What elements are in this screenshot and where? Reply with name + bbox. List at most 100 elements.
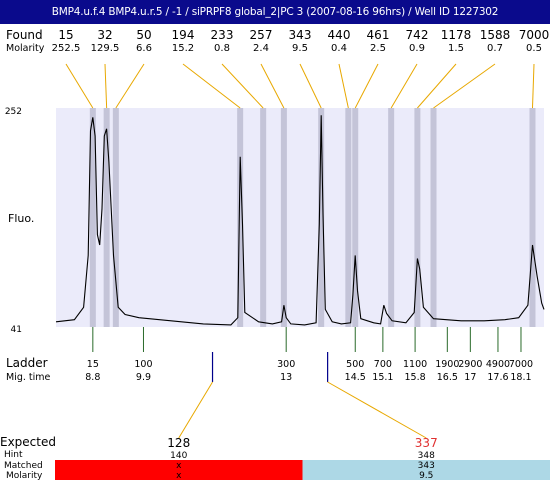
found-size: 1178 xyxy=(441,28,472,42)
peak-band xyxy=(529,108,536,327)
peak-band xyxy=(260,108,267,327)
peak-band xyxy=(414,108,421,327)
found-connector xyxy=(417,63,457,109)
ladder-time: 13 xyxy=(280,372,292,383)
found-size: 343 xyxy=(289,28,312,42)
expected-bar xyxy=(302,460,550,480)
peak-band xyxy=(237,108,244,327)
found-connector xyxy=(299,63,322,109)
ladder-time: 16.5 xyxy=(437,372,458,383)
expected-matched: 343 xyxy=(418,461,435,471)
found-molarity: 15.2 xyxy=(172,43,194,54)
ladder-size: 1100 xyxy=(403,359,427,370)
ladder-time: 15.8 xyxy=(405,372,426,383)
found-molarity: 252.5 xyxy=(52,43,81,54)
molarity-row-label: Molarity xyxy=(6,471,43,480)
found-size: 194 xyxy=(172,28,195,42)
found-connector xyxy=(65,63,94,109)
peak-band xyxy=(112,108,119,327)
ladder-size: 500 xyxy=(346,359,364,370)
found-size: 257 xyxy=(250,28,273,42)
expected-size: 128 xyxy=(167,436,190,450)
found-size: 440 xyxy=(328,28,351,42)
expected-molarity: x xyxy=(176,471,182,480)
expected-label: Expected xyxy=(0,435,56,449)
found-connector xyxy=(182,63,241,109)
found-molarity: 0.9 xyxy=(409,43,425,54)
found-size: 233 xyxy=(211,28,234,42)
ladder-time: 15.1 xyxy=(372,372,393,383)
expected-hint: 140 xyxy=(170,451,187,461)
y-axis-label: Fluo. xyxy=(8,212,34,225)
found-connector xyxy=(115,63,145,109)
window-title: BMP4.u.f.4 BMP4.u.r.5 / -1 / siPRPF8 glo… xyxy=(0,0,550,24)
found-molarity: 0.4 xyxy=(331,43,347,54)
peak-band xyxy=(388,108,395,327)
found-molarity: 129.5 xyxy=(91,43,120,54)
peak-band xyxy=(103,108,110,327)
found-connector xyxy=(104,63,108,109)
ladder-time: 8.8 xyxy=(85,372,100,383)
ladder-size: 4900 xyxy=(486,359,510,370)
expected-size: 337 xyxy=(415,436,438,450)
found-connector xyxy=(433,63,496,109)
ladder-size: 1900 xyxy=(435,359,459,370)
found-molarity: 0.5 xyxy=(526,43,542,54)
fluorescence-trace xyxy=(55,115,545,326)
found-size: 50 xyxy=(136,28,151,42)
ladder-time: 18.1 xyxy=(510,372,531,383)
found-molarity: 2.5 xyxy=(370,43,386,54)
expected-matched: x xyxy=(176,461,182,471)
hint-label: Hint xyxy=(4,450,23,460)
found-size: 742 xyxy=(406,28,429,42)
y-tick-max: 252 xyxy=(5,107,22,117)
ladder-size: 7000 xyxy=(509,359,533,370)
matched-label: Matched xyxy=(4,461,43,471)
ladder-size: 2900 xyxy=(458,359,482,370)
ladder-size: 300 xyxy=(277,359,295,370)
expected-bar xyxy=(55,460,303,480)
mig-time-label: Mig. time xyxy=(6,372,51,383)
found-connector xyxy=(260,63,285,109)
found-molarity: 0.7 xyxy=(487,43,503,54)
expected-hint: 348 xyxy=(418,451,435,461)
found-molarity: 6.6 xyxy=(136,43,152,54)
peak-band xyxy=(352,108,359,327)
found-molarity: 2.4 xyxy=(253,43,269,54)
expected-connector xyxy=(178,381,213,439)
ladder-time: 14.5 xyxy=(345,372,366,383)
peak-band xyxy=(89,108,96,327)
found-size: 1588 xyxy=(480,28,511,42)
peak-band xyxy=(280,108,287,327)
peak-band xyxy=(318,108,325,327)
found-molarity: 9.5 xyxy=(292,43,308,54)
found-connector xyxy=(354,63,379,109)
found-molarity: 1.5 xyxy=(448,43,464,54)
peak-band xyxy=(345,108,352,327)
ladder-time: 17 xyxy=(464,372,476,383)
ladder-time: 17.6 xyxy=(487,372,508,383)
found-size: 7000 xyxy=(519,28,550,42)
ladder-label: Ladder xyxy=(6,356,48,370)
found-size: 15 xyxy=(58,28,73,42)
found-connector xyxy=(221,63,264,109)
found-size: 461 xyxy=(367,28,390,42)
found-size: 32 xyxy=(97,28,112,42)
ladder-size: 100 xyxy=(134,359,152,370)
found-connector xyxy=(338,63,349,109)
ladder-time: 9.9 xyxy=(136,372,151,383)
expected-molarity: 9.5 xyxy=(419,471,433,480)
found-molarity: 0.8 xyxy=(214,43,230,54)
found-label: Found xyxy=(6,28,43,42)
ladder-size: 15 xyxy=(87,359,99,370)
ladder-size: 700 xyxy=(374,359,392,370)
peak-band xyxy=(430,108,437,327)
molarity-label: Molarity xyxy=(6,43,45,54)
found-connector xyxy=(531,63,535,109)
found-connector xyxy=(390,63,418,109)
expected-connector xyxy=(327,381,427,439)
plot-area xyxy=(56,108,544,327)
y-tick-min: 41 xyxy=(11,325,22,335)
